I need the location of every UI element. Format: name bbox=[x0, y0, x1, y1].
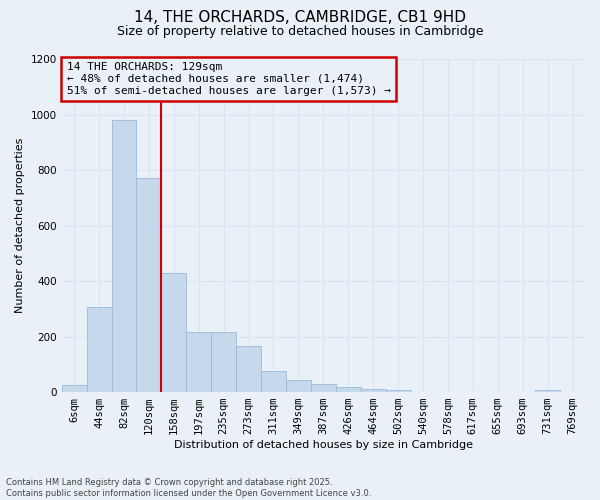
Bar bbox=[136, 178, 161, 392]
Bar bbox=[386, 390, 410, 392]
Bar bbox=[361, 390, 386, 392]
Bar bbox=[336, 387, 361, 392]
Bar bbox=[261, 372, 286, 392]
Text: 14, THE ORCHARDS, CAMBRIDGE, CB1 9HD: 14, THE ORCHARDS, CAMBRIDGE, CB1 9HD bbox=[134, 10, 466, 25]
Bar bbox=[535, 390, 560, 392]
Bar bbox=[161, 272, 186, 392]
Bar bbox=[286, 380, 311, 392]
Y-axis label: Number of detached properties: Number of detached properties bbox=[15, 138, 25, 313]
Bar bbox=[86, 308, 112, 392]
Bar bbox=[211, 332, 236, 392]
Text: Size of property relative to detached houses in Cambridge: Size of property relative to detached ho… bbox=[117, 25, 483, 38]
Bar bbox=[62, 385, 86, 392]
Bar bbox=[186, 332, 211, 392]
Text: Contains HM Land Registry data © Crown copyright and database right 2025.
Contai: Contains HM Land Registry data © Crown c… bbox=[6, 478, 371, 498]
Bar bbox=[311, 384, 336, 392]
X-axis label: Distribution of detached houses by size in Cambridge: Distribution of detached houses by size … bbox=[174, 440, 473, 450]
Bar bbox=[112, 120, 136, 392]
Text: 14 THE ORCHARDS: 129sqm
← 48% of detached houses are smaller (1,474)
51% of semi: 14 THE ORCHARDS: 129sqm ← 48% of detache… bbox=[67, 62, 391, 96]
Bar bbox=[236, 346, 261, 392]
